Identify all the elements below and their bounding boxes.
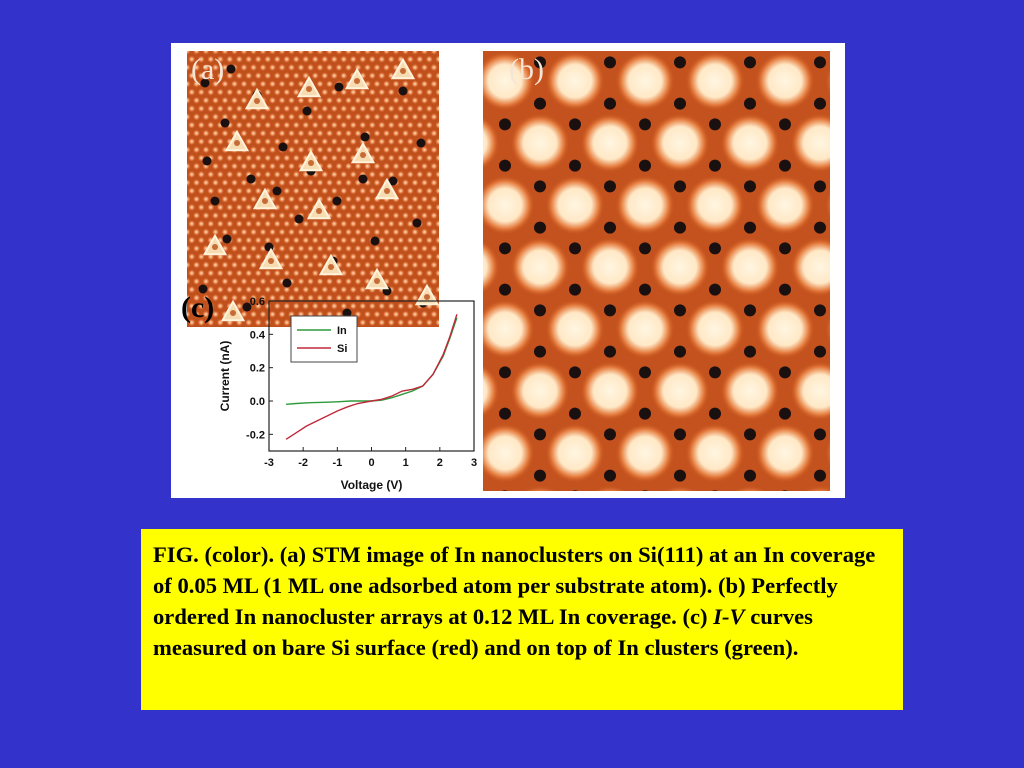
y-tick-label: 0.6	[250, 296, 265, 308]
stm-a-clusters	[202, 57, 440, 322]
y-tick-label: 0.4	[250, 329, 266, 341]
stm-image-b-canvas	[405, 0, 931, 627]
figure-panel: -3 -2 -1 0 1 2 3 -0.2 0.0 0.2 0.4 0.6 Voltage (V) Cur…	[171, 0, 931, 627]
iv-chart: -3 -2 -1 0 1 2 3 -0.2 0.0 0.2 0.4 0.6 Voltage (V) Cur…	[218, 296, 477, 492]
x-axis-label: Voltage (V)	[341, 478, 403, 492]
stm-image-a	[182, 46, 453, 336]
caption-iv-term: I-V	[713, 604, 745, 629]
stm-image-b	[405, 0, 931, 627]
figure-caption-box: FIG. (color). (a) STM image of In nanocl…	[141, 529, 903, 710]
x-tick-label: -3	[264, 457, 274, 469]
figure-caption: FIG. (color). (a) STM image of In nanocl…	[153, 539, 891, 663]
legend-box	[290, 315, 358, 363]
caption-part-1: FIG. (color). (a) STM image of In nanocl…	[153, 542, 876, 629]
x-tick-label: 2	[437, 457, 443, 469]
x-tick-label: -2	[298, 457, 308, 469]
y-tick-label: 0.2	[250, 363, 265, 375]
stm-image-a-canvas	[182, 46, 453, 336]
y-tick-label: 0.0	[250, 396, 265, 408]
panel-c-label: (c)	[181, 291, 215, 324]
x-tick-label: 0	[368, 457, 374, 469]
y-axis-label: Current (nA)	[218, 341, 232, 412]
panel-a-label: (a)	[191, 53, 225, 86]
legend-label-si: Si	[337, 343, 347, 355]
x-tick-label: 1	[403, 457, 409, 469]
caption-part-2: curves measured on bare Si surface (red)…	[153, 604, 813, 660]
series-line-si	[285, 314, 458, 440]
panel-b-label: (b)	[509, 53, 544, 86]
legend-label-in: In	[337, 325, 347, 337]
x-tick-label: -1	[332, 457, 342, 469]
x-tick-label: 3	[471, 457, 477, 469]
y-tick-label: -0.2	[246, 429, 265, 441]
